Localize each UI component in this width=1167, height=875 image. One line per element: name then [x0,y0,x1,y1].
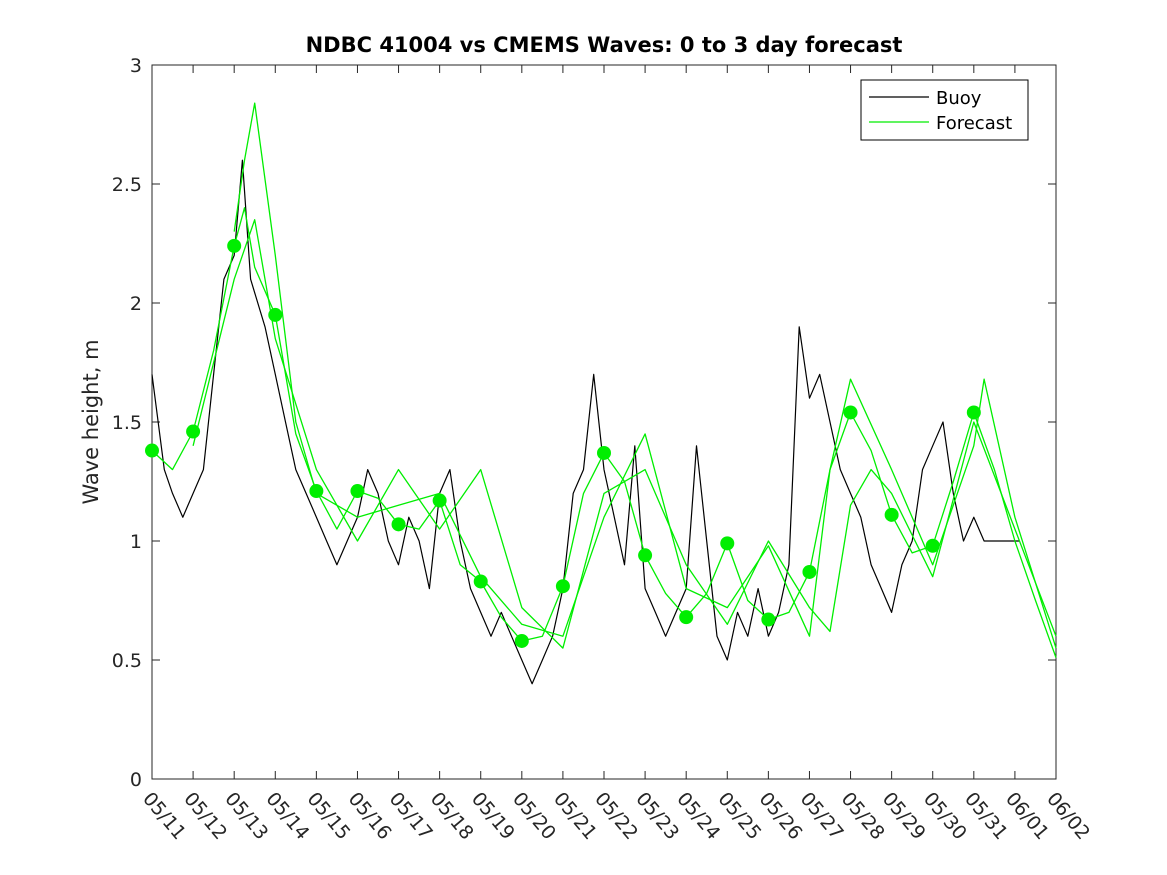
x-tick-label: 05/30 [919,788,971,844]
forecast-marker [638,548,653,563]
x-tick-label: 05/23 [631,788,683,844]
x-tick-label: 05/26 [755,788,807,844]
forecast-marker [514,633,529,648]
forecast-marker [802,564,817,579]
y-axis-label: Wave height, m [79,339,103,504]
plot-area [151,64,1057,780]
x-tick-label: 05/27 [796,788,848,844]
forecast-marker [309,484,324,499]
x-tick-label: 05/13 [220,788,272,844]
forecast-marker [268,307,283,322]
x-tick-label: 05/28 [837,788,889,844]
forecast-marker [350,484,365,499]
forecast-marker [843,405,858,420]
buoy-series-line [151,159,1019,685]
forecast-marker [720,536,735,551]
y-tick-label: 0 [130,769,142,791]
forecast-marker [227,238,242,253]
x-tick-label: 05/31 [960,788,1012,844]
legend: Buoy Forecast [860,79,1029,141]
x-tick-label: 05/19 [467,788,519,844]
y-tick-label: 0.5 [112,650,142,672]
forecast-marker [925,538,940,553]
y-tick-label: 1.5 [112,412,142,434]
x-tick-label: 05/17 [385,788,437,844]
forecast-marker [186,424,201,439]
forecast-marker [679,610,694,625]
forecast-marker [473,574,488,589]
x-tick-label: 05/11 [138,788,190,844]
forecast-series-line [233,102,1057,649]
x-tick-label: 05/25 [713,788,765,844]
x-tick-label: 05/14 [261,788,313,844]
y-tick-label: 2.5 [112,174,142,196]
y-tick-label: 2 [130,293,142,315]
x-tick-label: 05/12 [179,788,231,844]
legend-box [860,79,1029,141]
x-tick-label: 05/22 [590,788,642,844]
chart-title: NDBC 41004 vs CMEMS Waves: 0 to 3 day fo… [306,33,903,57]
marker-layer [145,238,981,648]
forecast-series-line [151,207,1057,658]
legend-buoy-label: Buoy [936,88,982,109]
x-tick-label: 05/24 [672,788,724,844]
x-tick-label: 05/21 [549,788,601,844]
x-tick-label: 06/02 [1042,788,1094,844]
y-tick-label: 3 [130,55,142,77]
x-tick-label: 05/29 [878,788,930,844]
y-axis: 0 0.5 1 1.5 2 2.5 3 [112,55,1056,791]
forecast-marker [145,443,159,458]
x-tick-label: 05/15 [303,788,355,844]
y-tick-label: 1 [130,531,142,553]
series-layer [151,102,1057,685]
x-tick-label: 05/20 [508,788,560,844]
forecast-marker [597,445,611,460]
x-tick-label: 05/18 [426,788,478,844]
forecast-marker [761,612,776,627]
legend-forecast-label: Forecast [936,113,1012,134]
forecast-marker [391,517,406,532]
x-tick-label: 05/16 [344,788,396,844]
forecast-series-line [192,219,1057,649]
forecast-marker [555,579,570,594]
forecast-marker [884,507,899,522]
forecast-marker [432,493,447,508]
x-tick-label: 06/01 [1001,788,1053,844]
forecast-marker [966,405,981,420]
